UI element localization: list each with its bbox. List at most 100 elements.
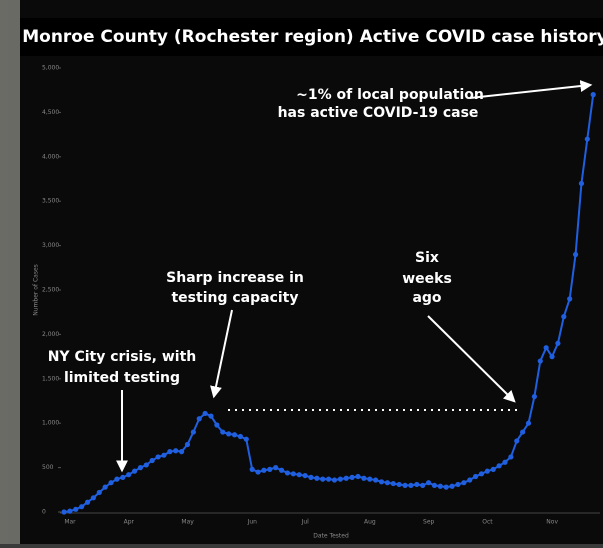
- point: [185, 442, 190, 447]
- point: [179, 449, 184, 454]
- x-tick-label: Jul: [301, 519, 310, 526]
- point: [261, 468, 266, 473]
- point: [438, 484, 443, 489]
- y-axis-label: Number of Cases: [33, 264, 40, 316]
- point: [461, 480, 466, 485]
- point: [150, 458, 155, 463]
- point: [91, 495, 96, 500]
- y-tick-label: 2,500: [42, 287, 59, 294]
- annotation: ~1% of local population: [296, 87, 484, 103]
- point: [591, 92, 596, 97]
- annotation: limited testing: [64, 370, 180, 386]
- point: [85, 500, 90, 505]
- point: [332, 477, 337, 482]
- point: [155, 454, 160, 459]
- point: [520, 429, 525, 434]
- x-tick-label: Aug: [364, 519, 376, 526]
- point: [355, 474, 360, 479]
- point: [79, 504, 84, 509]
- point: [214, 422, 219, 427]
- point: [350, 475, 355, 480]
- point: [61, 509, 66, 514]
- point: [67, 509, 72, 514]
- x-tick-label: Nov: [546, 519, 558, 526]
- x-tick-label: Jun: [247, 519, 258, 526]
- point: [526, 421, 531, 426]
- point: [203, 411, 208, 416]
- point: [508, 454, 513, 459]
- point: [444, 485, 449, 490]
- point: [255, 469, 260, 474]
- annotation: weeks: [402, 271, 452, 287]
- point: [97, 490, 102, 495]
- point: [573, 252, 578, 257]
- chart-title: Monroe County (Rochester region) Active …: [22, 27, 603, 47]
- y-tick-label: 4,500: [42, 109, 59, 116]
- y-tick-label: 5,000: [42, 65, 59, 72]
- point: [226, 431, 231, 436]
- x-tick-label: Oct: [482, 519, 493, 526]
- y-tick-label: 1,500: [42, 375, 59, 382]
- point: [108, 480, 113, 485]
- point: [167, 449, 172, 454]
- x-tick-label: Sep: [423, 519, 435, 526]
- point: [391, 481, 396, 486]
- point: [308, 475, 313, 480]
- point: [361, 476, 366, 481]
- point: [538, 358, 543, 363]
- point: [132, 469, 137, 474]
- y-tick-label: 4,000: [42, 153, 59, 160]
- y-tick-label: 0: [42, 509, 46, 516]
- y-tick-label: 3,500: [42, 198, 59, 205]
- annotation: NY City crisis, with: [48, 349, 197, 365]
- point: [367, 477, 372, 482]
- point: [467, 477, 472, 482]
- y-tick-label: 3,000: [42, 242, 59, 249]
- point: [502, 460, 507, 465]
- point: [373, 477, 378, 482]
- annotation: Sharp increase in: [166, 270, 304, 286]
- point: [126, 472, 131, 477]
- point: [408, 483, 413, 488]
- point: [220, 429, 225, 434]
- point: [314, 476, 319, 481]
- point: [402, 483, 407, 488]
- point: [544, 345, 549, 350]
- point: [73, 507, 78, 512]
- point: [514, 438, 519, 443]
- annotation: Six: [415, 250, 439, 266]
- point: [479, 471, 484, 476]
- chart-panel: [20, 0, 603, 544]
- point: [285, 470, 290, 475]
- point: [144, 462, 149, 467]
- point: [455, 482, 460, 487]
- point: [244, 437, 249, 442]
- point: [397, 482, 402, 487]
- point: [250, 467, 255, 472]
- point: [138, 465, 143, 470]
- point: [497, 463, 502, 468]
- x-tick-label: Mar: [64, 519, 76, 526]
- annotation: testing capacity: [171, 290, 298, 306]
- point: [267, 467, 272, 472]
- point: [191, 429, 196, 434]
- x-axis-label: Date Tested: [313, 533, 349, 540]
- point: [432, 483, 437, 488]
- point: [291, 471, 296, 476]
- point: [302, 473, 307, 478]
- point: [197, 416, 202, 421]
- annotation: ago: [412, 290, 441, 306]
- x-tick-label: May: [181, 519, 194, 526]
- point: [320, 477, 325, 482]
- point: [426, 480, 431, 485]
- point: [579, 181, 584, 186]
- point: [297, 472, 302, 477]
- point: [232, 432, 237, 437]
- point: [485, 469, 490, 474]
- point: [173, 448, 178, 453]
- point: [344, 476, 349, 481]
- page: Monroe County (Rochester region) Active …: [0, 0, 603, 544]
- point: [120, 475, 125, 480]
- point: [491, 467, 496, 472]
- annotation: has active COVID-19 case: [278, 105, 479, 121]
